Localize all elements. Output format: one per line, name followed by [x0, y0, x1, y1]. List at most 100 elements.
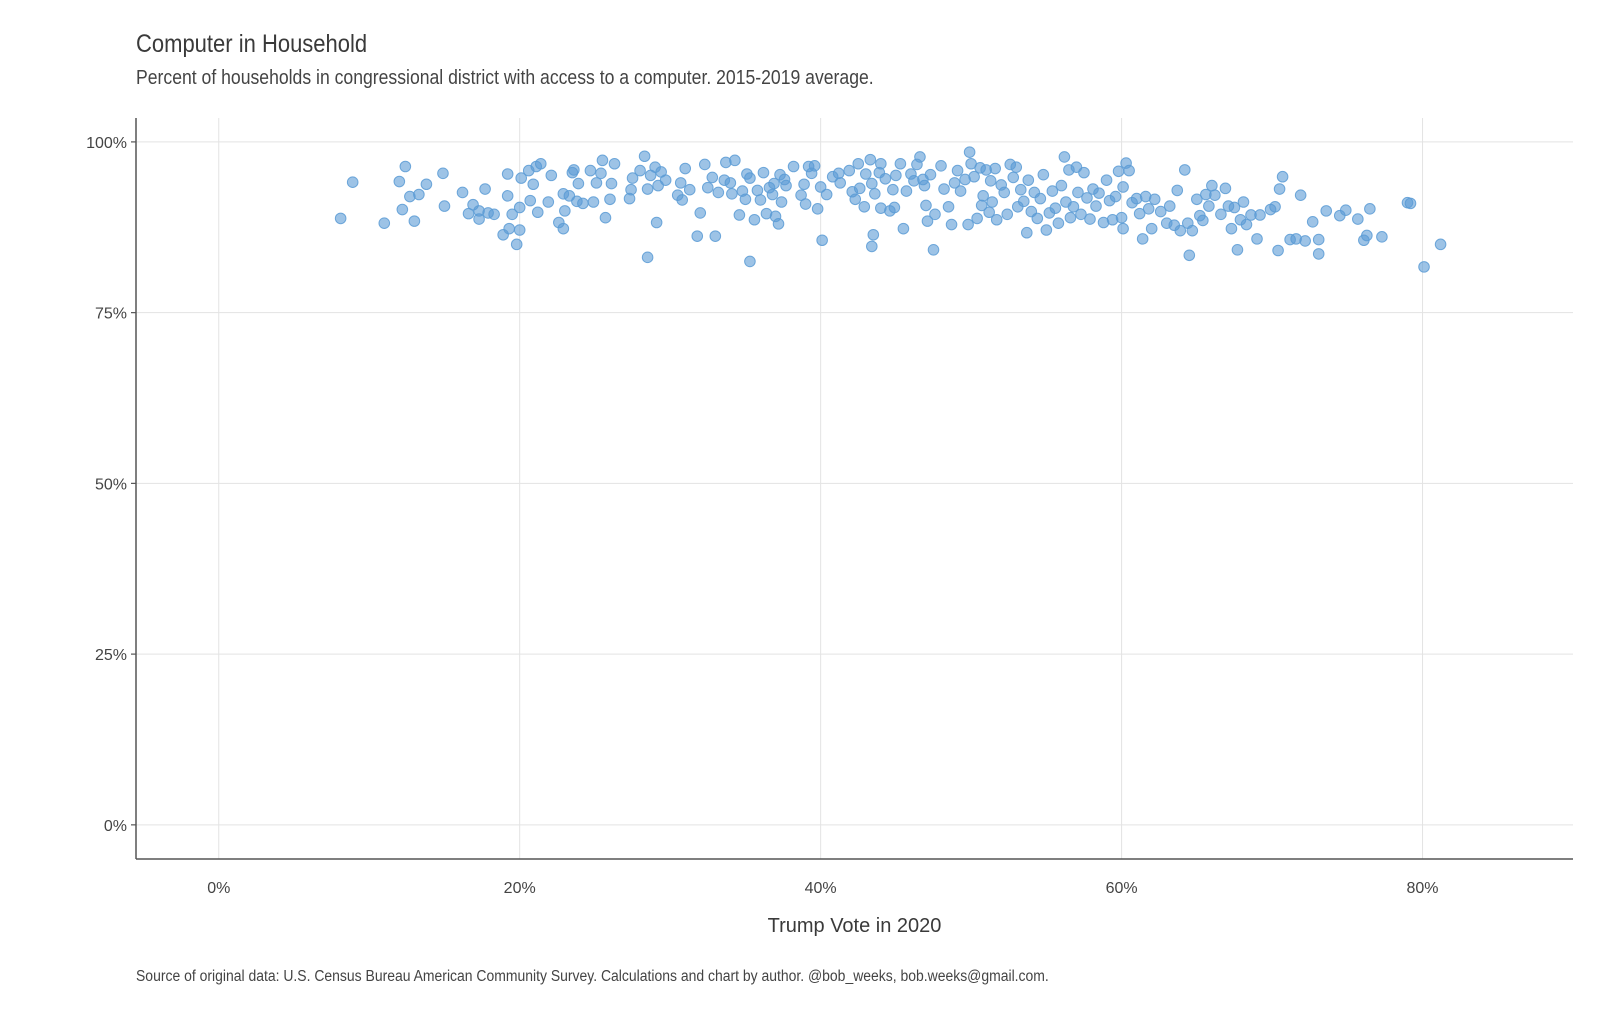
data-point [396, 203, 409, 216]
data-point [413, 188, 425, 201]
data-point [914, 151, 926, 163]
data-point [808, 160, 821, 172]
data-point [524, 194, 537, 207]
grid-lines [136, 118, 1573, 859]
data-point [1434, 238, 1447, 251]
data-point [929, 208, 941, 221]
data-point [1251, 233, 1263, 245]
data-point [488, 208, 500, 221]
data-point [676, 194, 689, 206]
data-point [542, 196, 555, 208]
data-point [1115, 211, 1128, 224]
data-point [927, 244, 940, 256]
data-point [768, 177, 780, 190]
x-tick-label: 60% [1106, 880, 1138, 897]
data-point [1100, 174, 1113, 186]
data-point [1237, 196, 1250, 208]
data-point [334, 212, 347, 225]
data-point [1364, 203, 1376, 215]
data-point [641, 183, 654, 195]
data-point [867, 228, 880, 241]
data-point [1183, 249, 1196, 262]
data-point [1294, 189, 1307, 201]
data-point [843, 164, 856, 177]
x-tick-label: 0% [207, 880, 230, 897]
y-tick-label: 75% [95, 306, 127, 323]
data-point [1215, 208, 1227, 221]
data-point [638, 150, 651, 163]
data-point [1123, 164, 1135, 177]
data-point [577, 197, 589, 210]
data-point [849, 193, 862, 206]
data-point [1109, 190, 1122, 203]
data-point [798, 178, 810, 191]
data-point [894, 157, 907, 170]
data-point [712, 186, 725, 199]
data-point [605, 177, 618, 190]
data-point [887, 183, 899, 196]
data-point [1376, 231, 1388, 243]
data-point [698, 158, 711, 171]
data-point [729, 154, 741, 167]
data-point [924, 168, 937, 181]
y-tick-label: 50% [95, 476, 127, 493]
x-axis-title: Trump Vote in 2020 [768, 915, 942, 937]
data-point [990, 213, 1003, 226]
data-point [1020, 226, 1033, 239]
data-point [534, 157, 547, 170]
data-point [984, 175, 997, 187]
data-point [1022, 174, 1035, 186]
data-point [986, 196, 998, 208]
source-caption: Source of original data: U.S. Census Bur… [136, 968, 1049, 985]
data-point [1117, 222, 1129, 235]
data-point [683, 183, 696, 196]
data-point [780, 179, 792, 192]
data-point [1418, 261, 1430, 273]
data-point [897, 222, 910, 235]
data-point [590, 177, 603, 189]
data-point [869, 188, 881, 200]
data-point [900, 185, 913, 197]
data-point [1254, 209, 1266, 221]
data-point [437, 167, 449, 180]
data-point [1145, 222, 1158, 235]
data-point [1117, 181, 1129, 193]
data-point [408, 215, 421, 227]
data-point [346, 176, 359, 188]
y-tick-label: 25% [95, 647, 127, 664]
data-point [963, 146, 976, 158]
data-point [942, 200, 955, 213]
data-point [1052, 217, 1065, 229]
data-point [1174, 224, 1187, 237]
data-point [1339, 204, 1352, 216]
data-point [1191, 193, 1203, 206]
data-point [989, 162, 1001, 175]
data-point [456, 186, 469, 199]
data-point [1154, 205, 1167, 218]
data-point [1001, 208, 1014, 221]
data-point [1404, 197, 1417, 210]
data-point [971, 212, 983, 225]
data-point [1273, 183, 1286, 195]
data-point [393, 175, 406, 188]
data-point [744, 172, 756, 184]
data-point [772, 218, 785, 230]
data-point [659, 174, 672, 186]
data-point [945, 218, 958, 231]
data-point [757, 166, 770, 179]
data-point [1081, 192, 1093, 204]
data-point [1197, 214, 1209, 227]
data-point [1206, 179, 1218, 192]
y-tick-label: 0% [104, 818, 127, 835]
data-point [739, 193, 752, 206]
data-point [938, 183, 950, 195]
data-point [1219, 182, 1232, 195]
data-point [572, 177, 585, 190]
data-point [506, 208, 518, 221]
data-point [399, 160, 412, 173]
tick-labels: 0% 20% 40% 60% 80% 0% 25% 50% 75% 100% [86, 135, 1438, 897]
data-point [599, 211, 612, 224]
data-point [501, 168, 514, 180]
data-point [1055, 179, 1068, 192]
data-point [1014, 183, 1027, 196]
